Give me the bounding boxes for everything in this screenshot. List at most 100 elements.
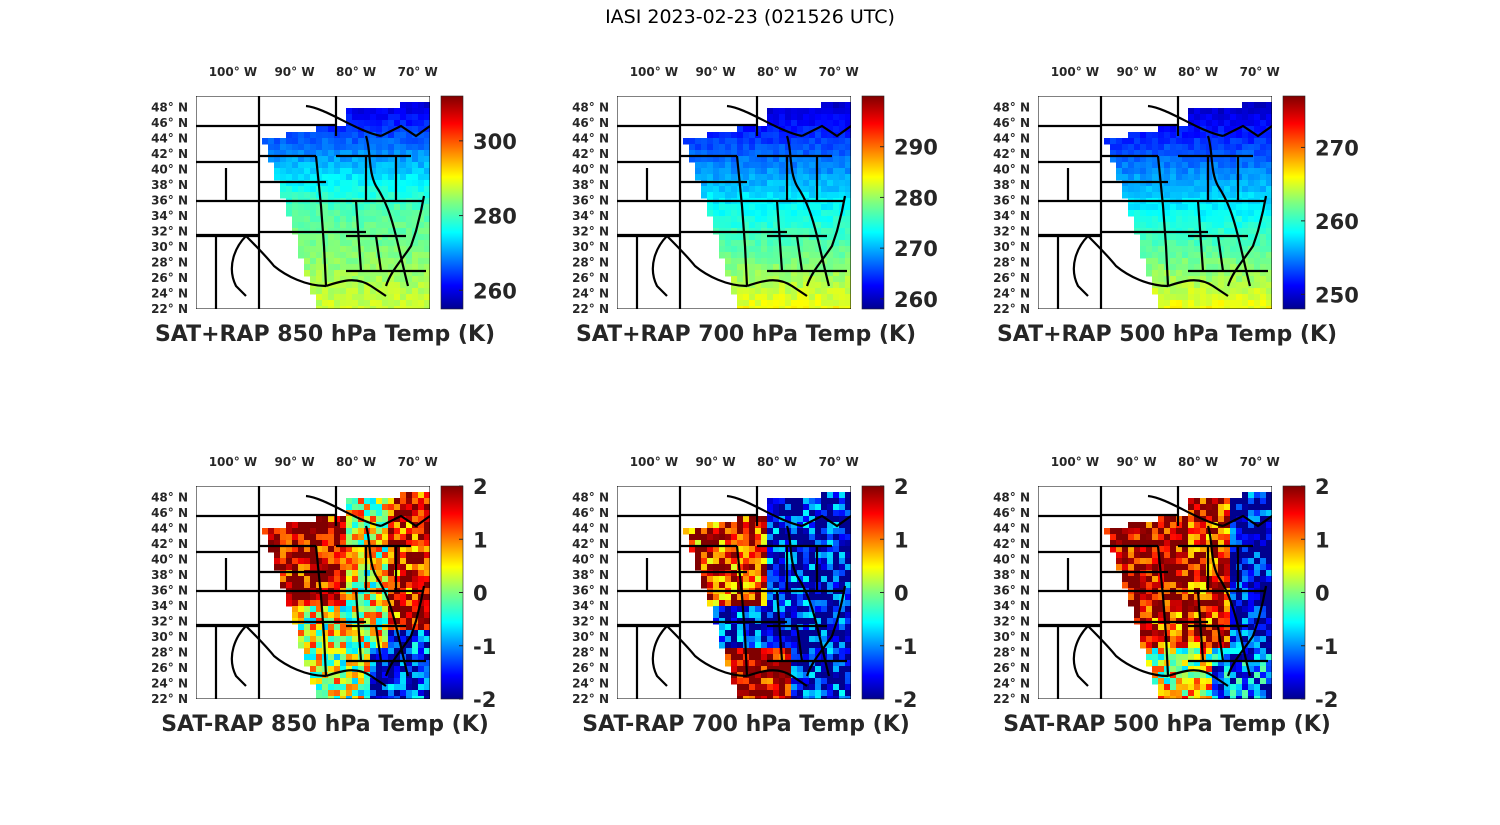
data-cell: [719, 192, 726, 199]
x-tick-label: 90° W: [1116, 455, 1156, 469]
data-cell: [719, 174, 726, 181]
data-cell: [755, 606, 762, 613]
boundary-line: [1178, 544, 1268, 663]
data-cell: [376, 240, 383, 247]
data-cell: [809, 192, 816, 199]
data-cell: [316, 174, 323, 181]
data-cell: [1170, 528, 1177, 535]
data-cell: [1200, 606, 1207, 613]
data-cell: [406, 696, 413, 699]
data-cell: [424, 300, 430, 307]
data-cell: [833, 210, 840, 217]
data-cell: [845, 648, 851, 655]
data-cell: [382, 522, 389, 529]
x-tick-label: 80° W: [757, 455, 797, 469]
data-cell: [424, 252, 430, 259]
data-cell: [803, 546, 810, 553]
data-cell: [328, 684, 335, 691]
data-cell: [773, 522, 780, 529]
data-cell: [340, 582, 347, 589]
data-cell: [821, 300, 828, 307]
data-cell: [809, 300, 816, 307]
data-cell: [1242, 630, 1249, 637]
data-cell: [1176, 624, 1183, 631]
data-cell: [1146, 156, 1153, 163]
data-cell: [791, 504, 798, 511]
data-cell: [1206, 288, 1213, 295]
data-cell: [761, 288, 768, 295]
data-cell: [310, 210, 317, 217]
data-cell: [376, 294, 383, 301]
data-cell: [749, 666, 756, 673]
data-cell: [1140, 132, 1147, 139]
data-cell: [803, 270, 810, 277]
data-cell: [1200, 210, 1207, 217]
data-cell: [791, 618, 798, 625]
data-cell: [1254, 102, 1261, 109]
data-cell: [346, 216, 353, 223]
data-cell: [1206, 300, 1213, 307]
data-cell: [418, 222, 425, 229]
data-cell: [406, 270, 413, 277]
data-cell: [761, 534, 768, 541]
data-cell: [1260, 540, 1267, 547]
data-cell: [1152, 210, 1159, 217]
data-cell: [358, 522, 365, 529]
data-cell: [418, 684, 425, 691]
data-cell: [382, 504, 389, 511]
data-cell: [1224, 504, 1231, 511]
y-tick-label: 24° N: [572, 287, 609, 301]
data-cell: [382, 540, 389, 547]
data-cell: [1176, 180, 1183, 187]
data-cell: [1212, 234, 1219, 241]
data-cell: [298, 600, 305, 607]
data-cell: [1170, 666, 1177, 673]
data-cell: [1206, 294, 1213, 301]
data-cell: [1224, 690, 1231, 697]
data-cell: [803, 576, 810, 583]
data-cell: [761, 264, 768, 271]
data-cell: [1230, 294, 1237, 301]
data-cell: [352, 300, 359, 307]
data-cell: [1266, 552, 1272, 559]
data-cell: [412, 672, 419, 679]
boundary-line: [1167, 279, 1229, 297]
data-cell: [376, 234, 383, 241]
data-cell: [376, 168, 383, 175]
data-cell: [400, 186, 407, 193]
data-cell: [1182, 660, 1189, 667]
data-cell: [773, 528, 780, 535]
data-cell: [827, 210, 834, 217]
y-tick-label: 44° N: [151, 132, 188, 146]
data-cell: [845, 504, 851, 511]
data-cell: [737, 540, 744, 547]
data-cell: [827, 162, 834, 169]
data-cell: [1254, 546, 1261, 553]
data-cell: [767, 570, 774, 577]
data-cell: [340, 684, 347, 691]
data-cell: [382, 582, 389, 589]
data-cell: [304, 240, 311, 247]
data-cell: [755, 144, 762, 151]
data-cell: [809, 306, 816, 309]
data-cell: [1224, 606, 1231, 613]
data-cell: [1170, 180, 1177, 187]
data-cell: [316, 252, 323, 259]
data-cell: [316, 528, 323, 535]
data-cell: [1248, 492, 1255, 499]
data-cell: [358, 690, 365, 697]
data-cell: [839, 654, 846, 661]
data-cell: [1260, 642, 1267, 649]
data-cell: [376, 582, 383, 589]
data-cell: [418, 582, 425, 589]
data-cell: [1218, 300, 1225, 307]
data-cell: [1176, 282, 1183, 289]
data-cell: [340, 252, 347, 259]
data-cell: [322, 576, 329, 583]
data-cell: [707, 204, 714, 211]
data-cell: [1236, 672, 1243, 679]
data-cell: [280, 552, 287, 559]
data-cell: [1230, 234, 1237, 241]
data-cell: [821, 600, 828, 607]
data-cell: [358, 120, 365, 127]
